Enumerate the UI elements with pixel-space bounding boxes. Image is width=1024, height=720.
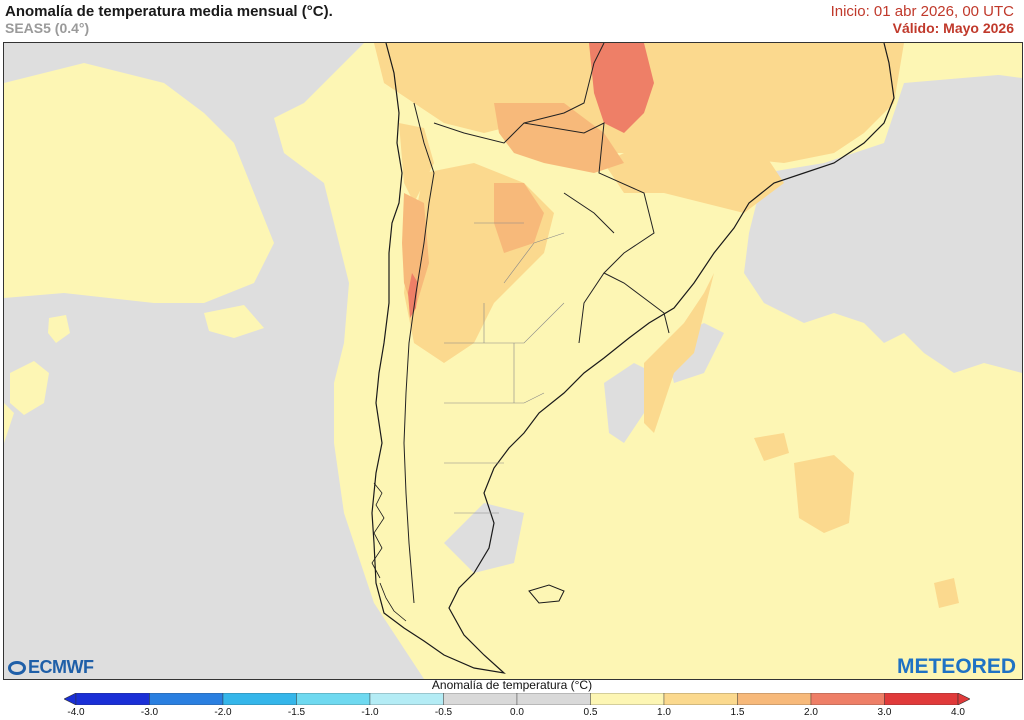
- colorbar-tick-label: -4.0: [67, 707, 85, 718]
- colorbar-tick-label: -0.5: [434, 707, 453, 718]
- hotspot-paraguay: [589, 43, 654, 133]
- colorbar: [64, 693, 970, 705]
- colorbar-tick-label: 0.5: [583, 707, 598, 718]
- border-paraguay: [563, 192, 615, 234]
- colorbar-title: Anomalía de temperatura (°C): [431, 678, 593, 692]
- colorbar-labels: -4.0 -3.0 -2.0 -1.5 -1.0 -0.5 0.0 0.5 1.0 1.5 2.0 3…: [0, 707, 1024, 720]
- model-subtitle: SEAS5 (0.4°): [5, 20, 90, 36]
- pacific-warm-patch: [4, 63, 274, 303]
- meteored-logo: METEORED: [896, 655, 1016, 678]
- colorbar-tick-label: -3.0: [140, 707, 159, 718]
- colorbar-segment: [663, 693, 738, 705]
- border-bolivia-brazil: [523, 43, 605, 124]
- andes-warm-2: [399, 123, 434, 203]
- colorbar-segment: [222, 693, 297, 705]
- bolivia-warm: [494, 103, 624, 173]
- atlantic-warm-blob-3: [934, 578, 959, 608]
- pacific-patch-4: [204, 305, 264, 338]
- colorbar-segment: [810, 693, 885, 705]
- colorbar-tick-label: 1.5: [730, 707, 745, 718]
- atlantic-warm-blob: [794, 455, 854, 533]
- ecmwf-logo: ECMWF: [8, 657, 94, 678]
- colorbar-segment: [590, 693, 665, 705]
- coastline: [371, 43, 895, 674]
- atlantic-warm-blob-2: [754, 433, 789, 461]
- map-canvas: [4, 43, 1022, 679]
- falkland-islands: [528, 584, 565, 604]
- colorbar-segment: [884, 693, 959, 705]
- colorbar-arrow-low: [64, 693, 77, 705]
- ecmwf-logo-icon: [8, 661, 26, 675]
- atlantic-neutral-area: [744, 73, 1022, 373]
- map-title: Anomalía de temperatura media mensual (°…: [5, 3, 333, 20]
- colorbar-segment: [75, 693, 150, 705]
- ne-corner: [974, 43, 1022, 78]
- border-chile-argentina: [403, 102, 435, 604]
- south-atlantic-neutral: [444, 503, 524, 573]
- pacific-patch-2: [10, 361, 49, 415]
- colorbar-tick-label: 4.0: [951, 707, 965, 718]
- colorbar-segment: [443, 693, 518, 705]
- border-uruguay: [603, 272, 670, 334]
- valid-period: Válido: Mayo 2026: [892, 20, 1014, 36]
- admin-boundaries: [444, 222, 565, 514]
- colorbar-segment: [737, 693, 812, 705]
- pacific-patch-3: [48, 315, 70, 343]
- colorbar-segment: [149, 693, 224, 705]
- colorbar-tick-label: -1.0: [361, 707, 379, 718]
- colorbar-tick-label: 0.0: [510, 707, 524, 718]
- colorbar-tick-label: -1.5: [287, 707, 306, 718]
- colorbar-tick-label: -2.0: [214, 707, 232, 718]
- colorbar-segment: [369, 693, 444, 705]
- anomaly-map: [3, 42, 1023, 680]
- colorbar-segment: [296, 693, 371, 705]
- andes-warm-3: [402, 193, 429, 313]
- colorbar-tick-label: 2.0: [804, 707, 818, 718]
- init-time: Inicio: 01 abr 2026, 00 UTC: [830, 3, 1014, 20]
- atlantic-neutral-patch-3: [604, 363, 654, 443]
- colorbar-tick-label: 3.0: [877, 707, 892, 718]
- fjord-coast: [371, 482, 407, 622]
- atlantic-warm-strip: [644, 273, 714, 433]
- header: Anomalía de temperatura media mensual (°…: [0, 0, 1024, 40]
- hotspot-andes: [408, 273, 418, 318]
- colorbar-arrow-high: [957, 693, 970, 705]
- colorbar-tick-label: 1.0: [657, 707, 671, 718]
- colorbar-segment: [516, 693, 591, 705]
- chaco-warm: [494, 183, 544, 253]
